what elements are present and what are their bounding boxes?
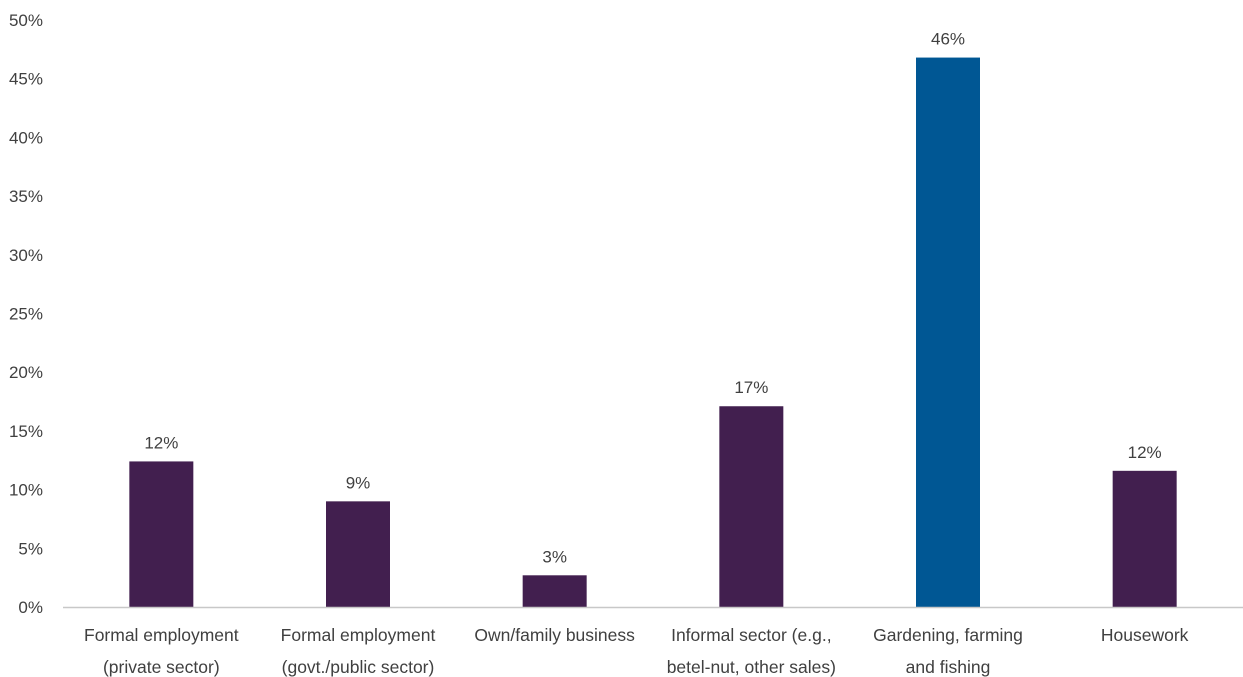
- bar: [326, 501, 390, 607]
- data-label: 17%: [734, 378, 768, 397]
- data-label: 46%: [931, 30, 965, 49]
- y-axis: 0% 5% 10% 15% 20% 25% 30% 35% 40% 45% 50%: [9, 11, 43, 617]
- x-tick-label-line: Housework: [1101, 625, 1189, 645]
- x-tick-label: Informal sector (e.g., betel-nut, other s…: [667, 625, 836, 677]
- x-tick-label-line: Formal employment: [84, 625, 239, 645]
- data-label: 12%: [144, 433, 178, 452]
- bar: [1112, 470, 1177, 607]
- data-labels-group: 12% 9% 3% 17% 46% 12%: [144, 30, 1161, 567]
- y-tick-label: 25%: [9, 305, 43, 324]
- x-tick-label-line: and fishing: [906, 657, 991, 677]
- y-tick-label: 5%: [18, 539, 43, 558]
- y-tick-label: 30%: [9, 246, 43, 265]
- x-tick-label-line: betel-nut, other sales): [667, 657, 836, 677]
- x-tick-label: Gardening, farming and fishing: [873, 625, 1023, 677]
- data-label: 3%: [542, 547, 567, 566]
- y-tick-label: 15%: [9, 422, 43, 441]
- x-axis-labels: Formal employment (private sector)Formal …: [84, 625, 1189, 677]
- x-tick-label-line: Informal sector (e.g.,: [671, 625, 831, 645]
- x-tick-label-line: Gardening, farming: [873, 625, 1023, 645]
- x-tick-label-line: Own/family business: [474, 625, 635, 645]
- y-tick-label: 45%: [9, 70, 43, 89]
- y-tick-label: 35%: [9, 187, 43, 206]
- y-tick-label: 20%: [9, 363, 43, 382]
- bars-group: [129, 57, 1177, 608]
- y-tick-label: 0%: [18, 598, 43, 617]
- data-label: 12%: [1128, 443, 1162, 462]
- x-tick-label: Housework: [1101, 625, 1189, 645]
- y-tick-label: 50%: [9, 11, 43, 30]
- bar: [129, 461, 194, 607]
- x-tick-label: Formal employment (private sector): [84, 625, 239, 677]
- y-tick-label: 40%: [9, 128, 43, 147]
- x-tick-label-line: (govt./public sector): [282, 657, 435, 677]
- bar: [719, 406, 784, 607]
- x-tick-label-line: Formal employment: [281, 625, 436, 645]
- x-tick-label: Own/family business: [474, 625, 635, 645]
- bar: [916, 57, 980, 608]
- y-tick-label: 10%: [9, 481, 43, 500]
- bar: [522, 575, 587, 607]
- data-label: 9%: [346, 473, 371, 492]
- x-tick-label: Formal employment (govt./public sector): [281, 625, 436, 677]
- x-tick-label-line: (private sector): [103, 657, 220, 677]
